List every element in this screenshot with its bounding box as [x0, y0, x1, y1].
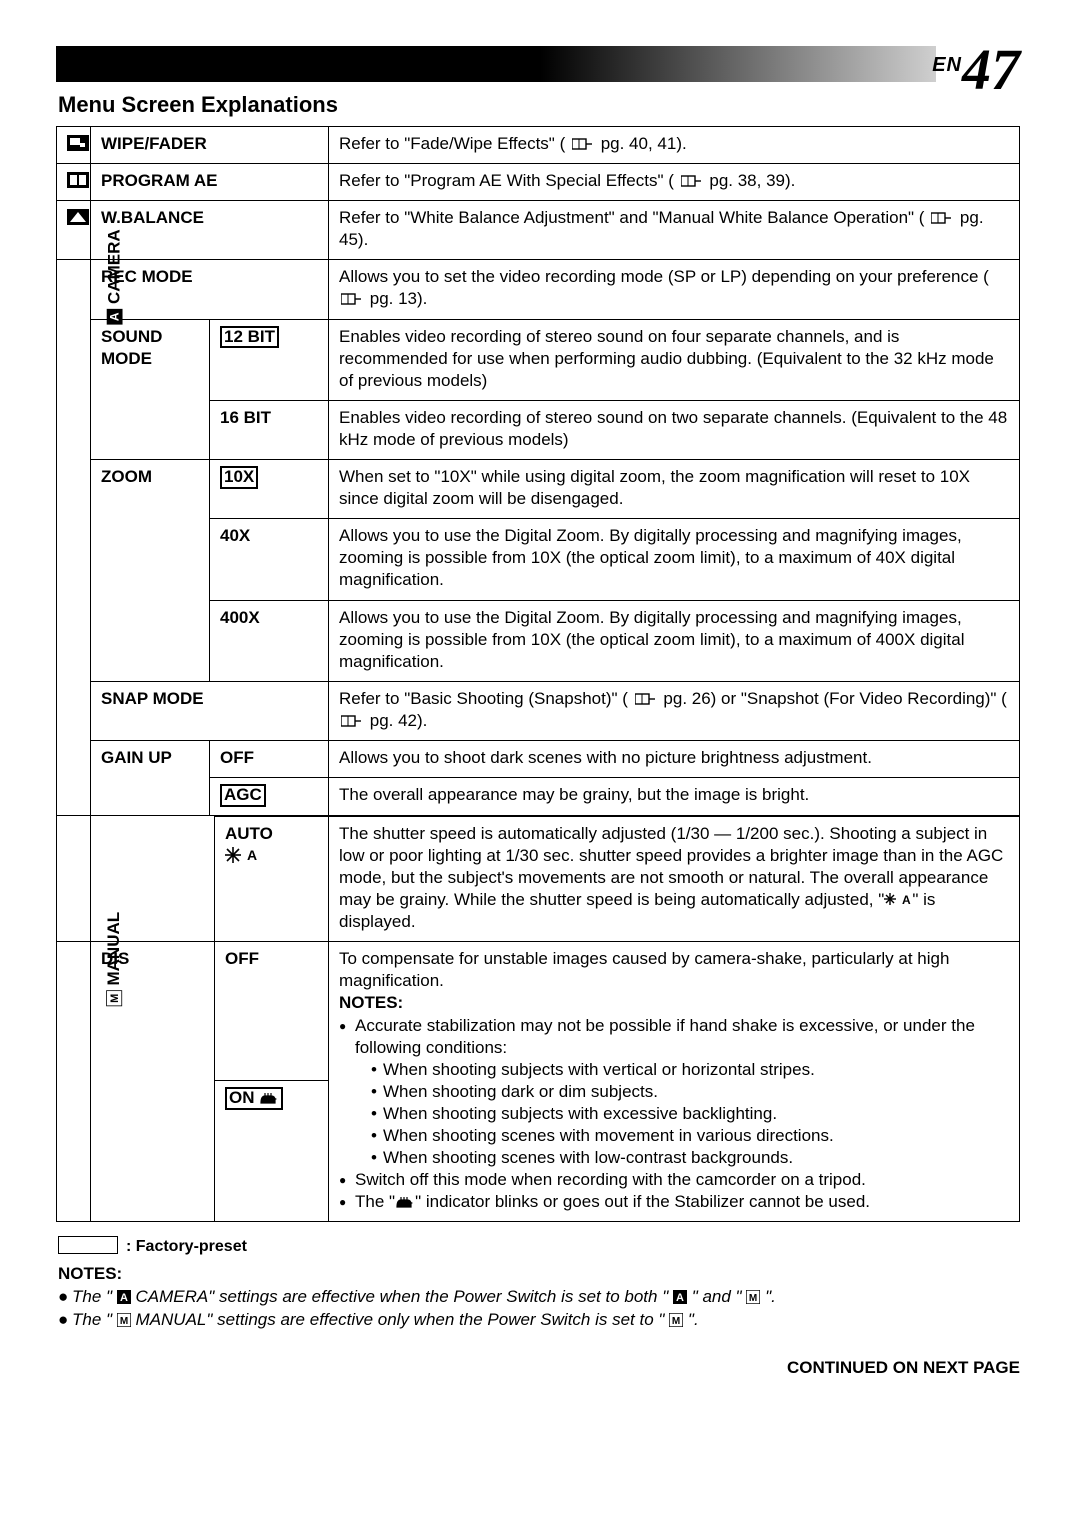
- zoom-40x-desc: Allows you to use the Digital Zoom. By d…: [329, 519, 1020, 600]
- menu-table-2: AUTO A The shutter speed is automaticall…: [56, 816, 1020, 1223]
- camera-vertical-label: A CAMERA: [57, 260, 91, 815]
- svg-text:A: A: [902, 893, 911, 907]
- page-number-value: 47: [962, 37, 1020, 102]
- page-number: EN47: [932, 36, 1020, 103]
- wbalance-label: W.BALANCE: [91, 201, 329, 260]
- gain-up-auto-desc: The shutter speed is automatically adjus…: [329, 816, 1020, 941]
- notes-body: ● The " A CAMERA" settings are effective…: [58, 1286, 1020, 1332]
- wbalance-icon: [67, 209, 89, 225]
- sound-mode-16bit-desc: Enables video recording of stereo sound …: [329, 400, 1020, 459]
- factory-preset-legend: : Factory-preset: [58, 1236, 1020, 1256]
- gain-up-auto: AUTO A: [215, 816, 329, 941]
- camera-label-text: CAMERA: [105, 230, 124, 305]
- snap-mode-label: SNAP MODE: [91, 681, 329, 740]
- dis-off: OFF: [215, 942, 329, 1081]
- svg-text:M: M: [109, 994, 121, 1003]
- camera-vert-cont: [57, 816, 91, 941]
- zoom-400x: 400X: [210, 600, 329, 681]
- page-ref-icon: [681, 174, 703, 188]
- svg-text:M: M: [672, 1316, 680, 1327]
- zoom-10x-desc: When set to "10X" while using digital zo…: [329, 460, 1020, 519]
- gain-up-agc: AGC: [210, 778, 329, 816]
- sound-mode-label: SOUND MODE: [91, 319, 210, 459]
- manual-m-icon: M: [106, 990, 122, 1006]
- gain-up-label: GAIN UP: [91, 740, 210, 815]
- notes-title: NOTES:: [58, 1264, 1020, 1284]
- stabilizer-hand-icon: [259, 1091, 279, 1105]
- zoom-label: ZOOM: [91, 460, 210, 682]
- gain-up-off-desc: Allows you to shoot dark scenes with no …: [329, 740, 1020, 777]
- svg-text:M: M: [749, 1293, 757, 1304]
- program-ae-icon-cell: [57, 164, 91, 201]
- sound-mode-12bit: 12 BIT: [210, 319, 329, 400]
- page-ref-icon: [635, 692, 657, 706]
- a-icon: A: [117, 1290, 131, 1304]
- section-title: Menu Screen Explanations: [58, 92, 1020, 118]
- a-icon: A: [673, 1290, 687, 1304]
- svg-text:A: A: [120, 1292, 128, 1304]
- page-ref-icon: [572, 137, 594, 151]
- page-number-prefix: EN: [932, 54, 962, 76]
- page-ref-icon: [341, 292, 363, 306]
- camera-a-icon: A: [107, 309, 123, 325]
- wbalance-icon-cell: [57, 201, 91, 260]
- manual-label-text: MANUAL: [104, 912, 123, 986]
- zoom-400x-desc: Allows you to use the Digital Zoom. By d…: [329, 600, 1020, 681]
- gain-up-off: OFF: [210, 740, 329, 777]
- wipe-fader-label: WIPE/FADER: [91, 127, 329, 164]
- zoom-40x: 40X: [210, 519, 329, 600]
- header-bar: EN47: [56, 46, 1020, 82]
- menu-table: WIPE/FADER Refer to "Fade/Wipe Effects" …: [56, 126, 1020, 816]
- wipe-fader-desc: Refer to "Fade/Wipe Effects" ( pg. 40, 4…: [329, 127, 1020, 164]
- page-ref-icon: [341, 714, 363, 728]
- sound-mode-12bit-desc: Enables video recording of stereo sound …: [329, 319, 1020, 400]
- auto-gain-icon: A: [225, 847, 259, 863]
- rec-mode-label: REC MODE: [91, 260, 329, 319]
- m-icon: M: [669, 1313, 683, 1327]
- program-ae-label: PROGRAM AE: [91, 164, 329, 201]
- program-ae-icon: [67, 172, 89, 188]
- rec-mode-desc: Allows you to set the video recording mo…: [329, 260, 1020, 319]
- gain-up-agc-desc: The overall appearance may be grainy, bu…: [329, 778, 1020, 816]
- wbalance-desc: Refer to "White Balance Adjustment" and …: [329, 201, 1020, 260]
- svg-text:A: A: [247, 847, 257, 863]
- auto-gain-inline-icon: A: [884, 893, 912, 907]
- stabilizer-hand-icon: [395, 1195, 415, 1209]
- program-ae-desc: Refer to "Program AE With Special Effect…: [329, 164, 1020, 201]
- svg-text:A: A: [676, 1292, 684, 1304]
- wipe-fader-icon: [67, 135, 89, 151]
- page-ref-icon: [931, 211, 953, 225]
- dis-notes-title: NOTES:: [339, 992, 1009, 1014]
- dis-desc: To compensate for unstable images caused…: [329, 942, 1020, 1222]
- manual-vertical-label: M MANUAL: [57, 942, 91, 1222]
- m-icon: M: [117, 1313, 131, 1327]
- snap-mode-desc: Refer to "Basic Shooting (Snapshot)" ( p…: [329, 681, 1020, 740]
- svg-text:M: M: [120, 1316, 128, 1327]
- continued-label: CONTINUED ON NEXT PAGE: [56, 1358, 1020, 1378]
- sound-mode-16bit: 16 BIT: [210, 400, 329, 459]
- svg-text:A: A: [108, 312, 122, 321]
- dis-on: ON: [215, 1081, 329, 1222]
- wipe-fader-icon-cell: [57, 127, 91, 164]
- zoom-10x: 10X: [210, 460, 329, 519]
- m-icon: M: [746, 1290, 760, 1304]
